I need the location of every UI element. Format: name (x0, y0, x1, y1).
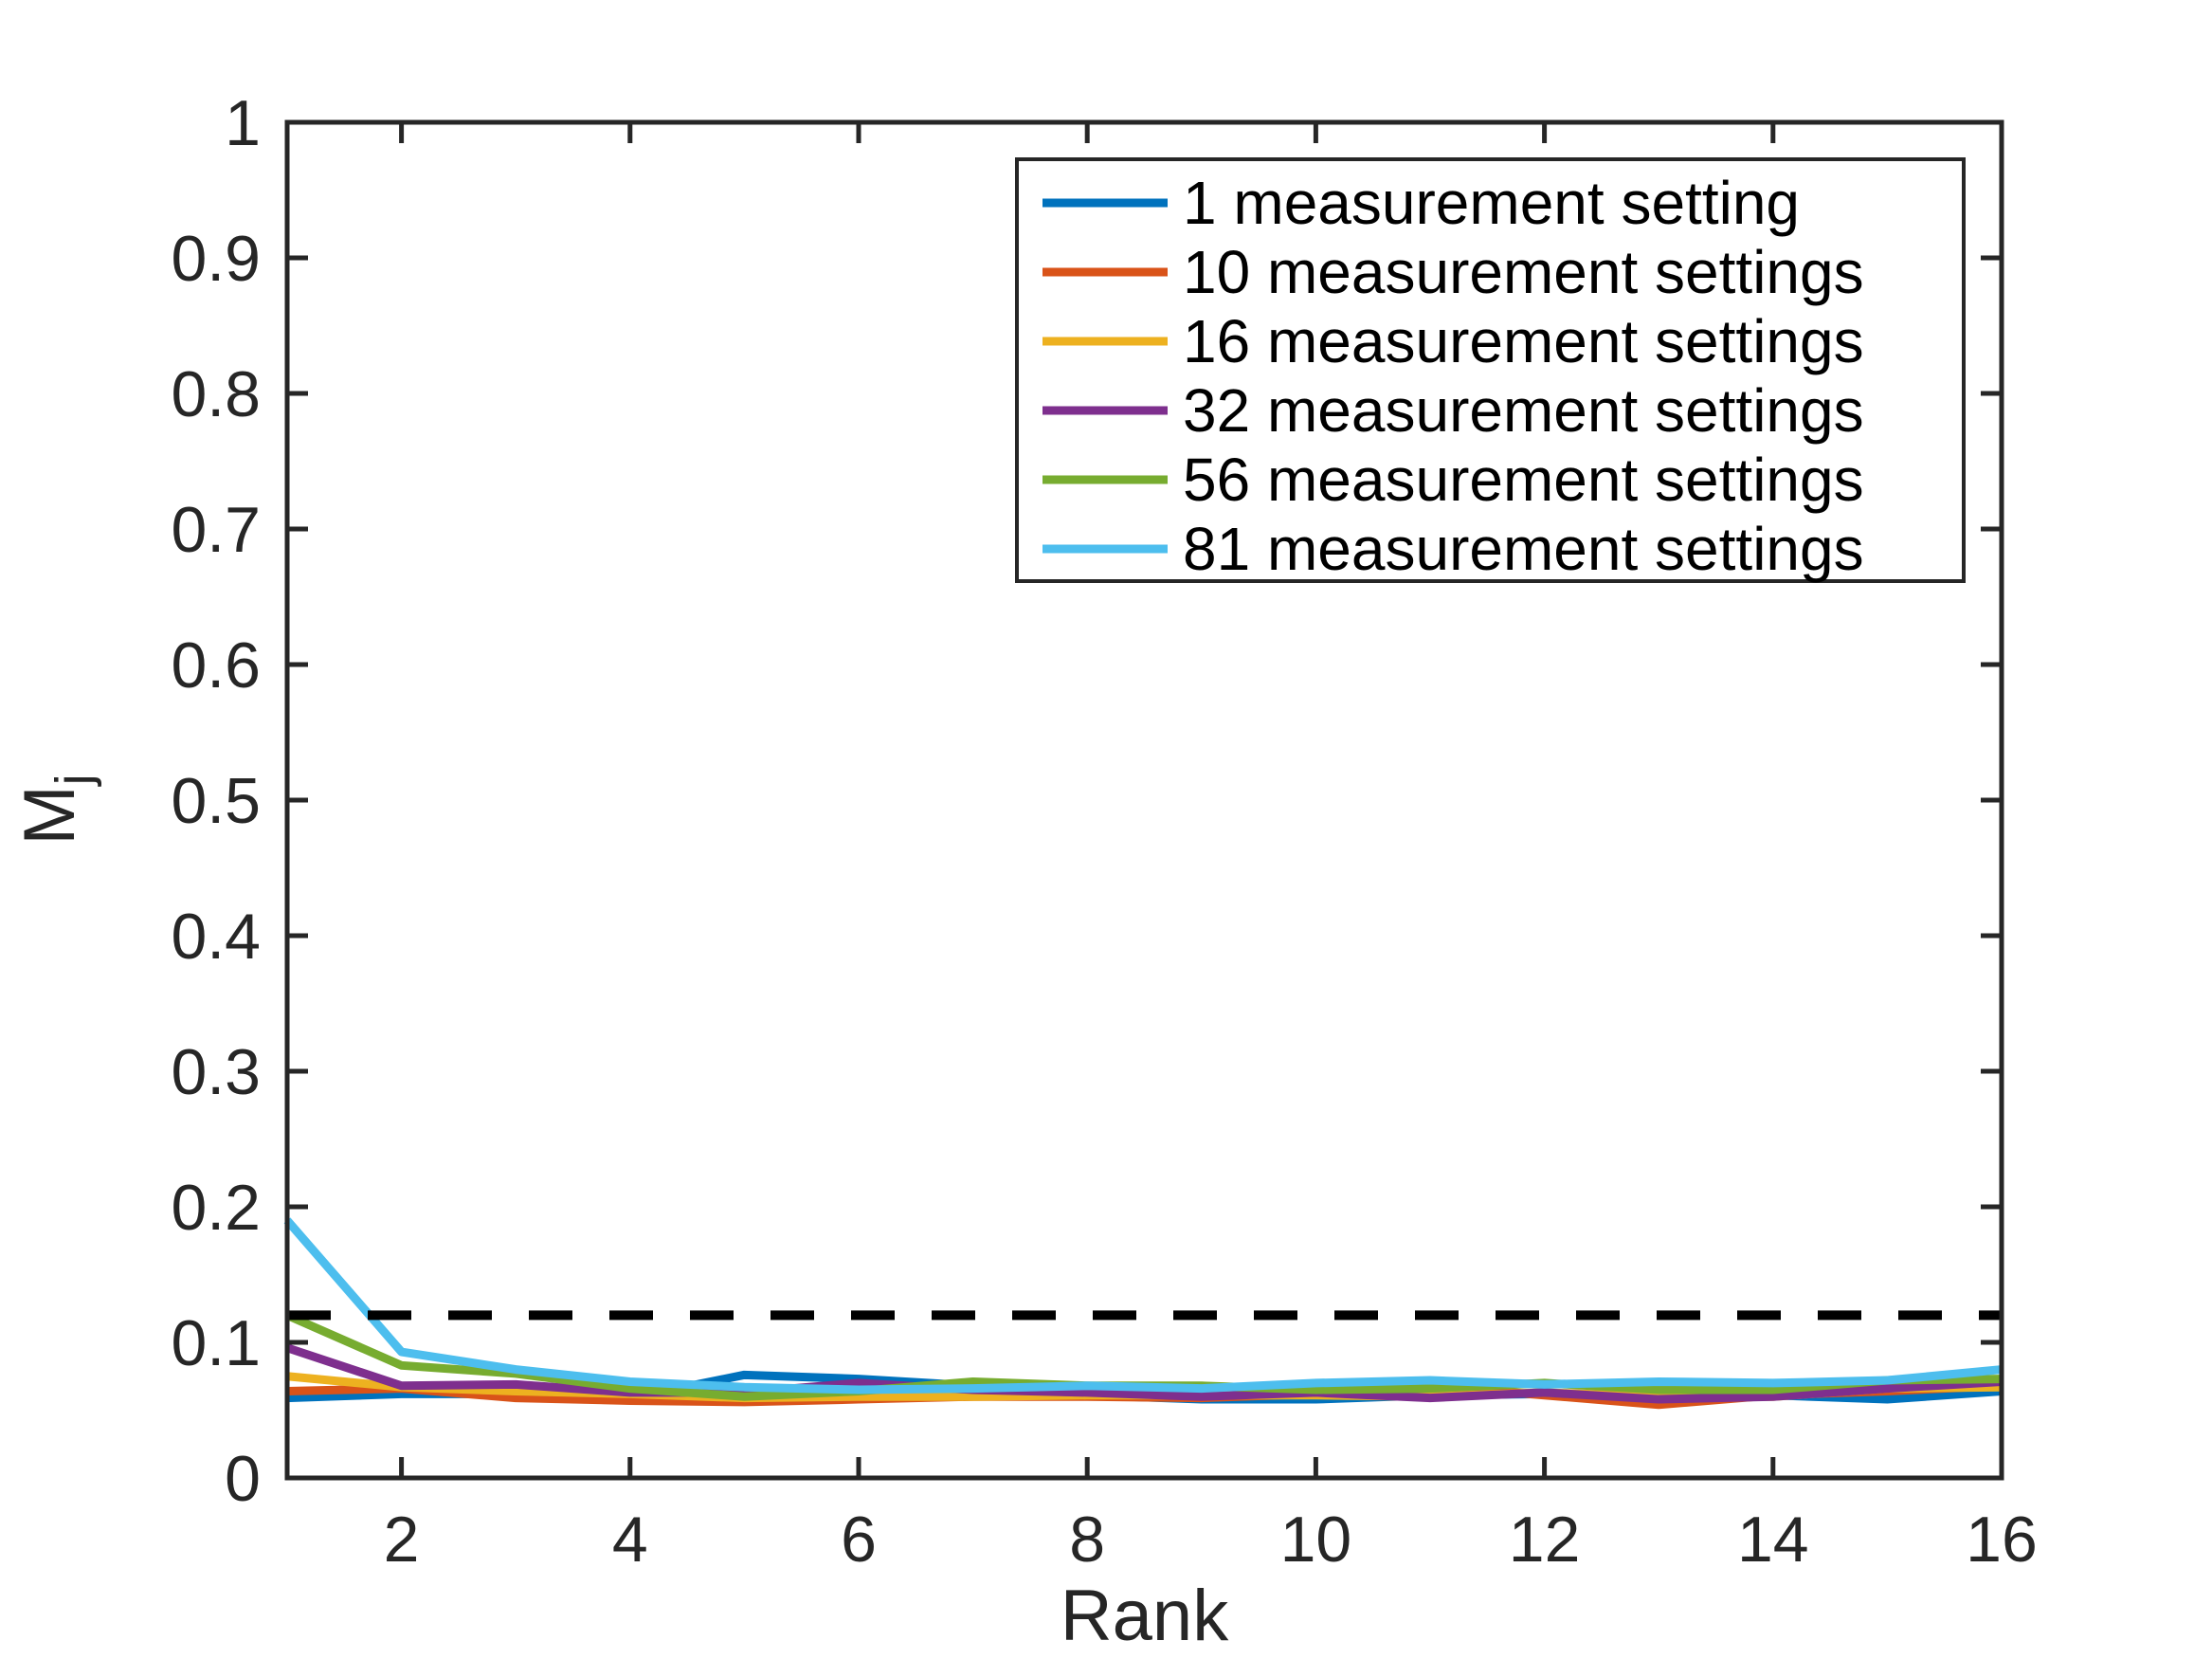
x-axis-tick-label: 10 (1280, 1504, 1352, 1576)
x-axis-tick-label: 8 (1069, 1504, 1105, 1576)
y-axis-tick-label: 0.1 (171, 1307, 261, 1379)
axis-labels: Rank Mj (9, 774, 1229, 1656)
y-axis-tick-label: 0.2 (171, 1172, 261, 1244)
x-axis-tick-label: 6 (841, 1504, 877, 1576)
legend-item-10-measurement-settings: 10 measurement settings (1043, 238, 1864, 306)
series-lines (283, 1217, 2003, 1410)
legend-label-1-measurement-setting: 1 measurement setting (1183, 169, 1800, 237)
legend-item-81-measurement-settings: 81 measurement settings (1043, 515, 1864, 583)
legend-label-32-measurement-settings: 32 measurement settings (1183, 376, 1864, 445)
x-axis-tick-label: 14 (1737, 1504, 1809, 1576)
legend-item-32-measurement-settings: 32 measurement settings (1043, 376, 1864, 445)
legend-label-81-measurement-settings: 81 measurement settings (1183, 515, 1864, 583)
y-axis-tick-label: 0.4 (171, 901, 261, 973)
y-axis-label-base: M (9, 785, 90, 845)
y-axis-tick-label: 1 (225, 87, 261, 159)
y-axis-tick-label: 0 (225, 1443, 261, 1515)
tick-labels: 2 4 6 8 10 12 14 16 0 0.1 0.2 0.3 0.4 0.5 0.6 0.7 0.8 0.9… (171, 87, 2037, 1576)
y-axis-tick-label: 0.3 (171, 1036, 261, 1108)
x-axis-tick-label: 2 (384, 1504, 420, 1576)
legend-item-1-measurement-setting: 1 measurement setting (1043, 169, 1800, 237)
y-axis-tick-label: 0.8 (171, 358, 261, 430)
x-axis-tick-label: 12 (1509, 1504, 1581, 1576)
legend-item-56-measurement-settings: 56 measurement settings (1043, 446, 1864, 514)
y-axis-tick-label: 0.7 (171, 494, 261, 566)
y-axis-label-subscript: j (45, 774, 102, 787)
legend-item-16-measurement-settings: 16 measurement settings (1043, 307, 1864, 375)
y-axis-tick-label: 0.5 (171, 765, 261, 837)
y-axis-tick-label: 0.9 (171, 223, 261, 295)
legend-label-16-measurement-settings: 16 measurement settings (1183, 307, 1864, 375)
series-line-32-measurement-settings (285, 1343, 2003, 1404)
series-line-81-measurement-settings (283, 1217, 2003, 1395)
axes-layer (284, 119, 2004, 1481)
y-axis-tick-label: 0.6 (171, 629, 261, 702)
x-axis-tick-label: 4 (612, 1504, 648, 1576)
x-axis-label: Rank (1061, 1576, 1229, 1656)
y-axis-label: Mj (9, 774, 102, 845)
legend-box (1015, 157, 1966, 583)
legend-label-56-measurement-settings: 56 measurement settings (1183, 446, 1864, 514)
legend-label-10-measurement-settings: 10 measurement settings (1183, 238, 1864, 306)
x-axis-tick-label: 16 (1966, 1504, 2038, 1576)
